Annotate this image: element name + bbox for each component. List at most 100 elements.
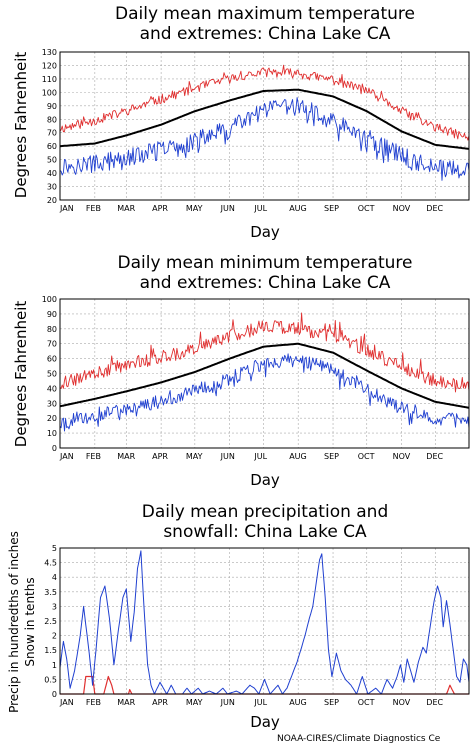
- record-low-series: [59, 97, 470, 181]
- x-tick-label: OCT: [358, 452, 375, 461]
- x-tick-label: NOV: [393, 698, 411, 707]
- x-tick-label: JUN: [220, 452, 235, 461]
- y-tick-label: 60: [47, 355, 57, 364]
- x-tick-label: NOV: [393, 452, 411, 461]
- y-tick-label: 3: [52, 602, 57, 611]
- y-tick-label: 4.5: [44, 559, 57, 568]
- x-tick-label: MAR: [117, 204, 135, 213]
- grid-lines: [60, 51, 469, 201]
- x-tick-label: MAR: [117, 698, 135, 707]
- record-high-series: [59, 312, 470, 393]
- grid-lines: [60, 547, 469, 695]
- y-tick-label: 50: [47, 370, 57, 379]
- x-tick-label: FEB: [86, 698, 101, 707]
- y-tick-label: 120: [42, 61, 57, 70]
- x-tick-label: AUG: [289, 452, 307, 461]
- x-tick-label: MAY: [186, 452, 203, 461]
- chart-title-line1: Daily mean precipitation and: [142, 502, 389, 522]
- y-tick-label: 90: [47, 102, 57, 111]
- x-tick-label: MAY: [186, 204, 203, 213]
- x-tick-label: MAR: [117, 452, 135, 461]
- y-tick-label: 40: [47, 169, 57, 178]
- max-temperature-panel: Daily mean maximum temperature and extre…: [12, 4, 470, 241]
- chart-title-line2: and extremes: China Lake CA: [140, 273, 391, 293]
- x-axis-label: Day: [250, 471, 280, 489]
- y-axis-label: Degrees Fahrenheit: [12, 52, 30, 199]
- x-tick-label: JAN: [59, 698, 74, 707]
- plot-frame: [59, 547, 470, 695]
- x-tick-label: SEP: [324, 698, 339, 707]
- x-tick-label: JUL: [253, 698, 267, 707]
- y-tick-label: 60: [47, 142, 57, 151]
- x-tick-label: JUN: [220, 204, 235, 213]
- x-tick-label: NOV: [393, 204, 411, 213]
- x-axis-label: Day: [250, 713, 280, 731]
- y-tick-label: 3.5: [44, 588, 57, 597]
- precipitation-panel: Daily mean precipitation and snowfall: C…: [7, 502, 470, 731]
- y-axis-label-line2: Snow in tenths: [23, 577, 37, 666]
- y-axis-label-line1: Precip in hundredths of inches: [7, 531, 21, 713]
- x-tick-label: SEP: [324, 452, 339, 461]
- credit-text: NOAA-CIRES/Climate Diagnostics Ce: [277, 734, 441, 744]
- record-low-series: [59, 353, 470, 432]
- y-tick-labels: 20 30 40 50 60 70 80 90 100 110 120 130: [42, 48, 57, 205]
- x-tick-labels: JAN FEB MAR APR MAY JUN JUL AUG SEP OCT NOV DEC: [59, 204, 444, 213]
- y-tick-labels: 0 10 20 30 40 50 60 70 80 90 100: [42, 295, 57, 453]
- x-tick-label: JAN: [59, 204, 74, 213]
- y-tick-label: 130: [42, 48, 57, 57]
- x-tick-label: OCT: [358, 204, 375, 213]
- daily-mean-series: [59, 342, 470, 409]
- y-tick-label: 0.5: [44, 675, 57, 684]
- y-tick-label: 20: [47, 414, 57, 423]
- chart-title-line2: snowfall: China Lake CA: [163, 522, 367, 542]
- y-tick-label: 0: [52, 444, 57, 453]
- x-tick-label: APR: [152, 452, 168, 461]
- y-axis-label: Degrees Fahrenheit: [12, 301, 30, 448]
- y-tick-label: 70: [47, 340, 57, 349]
- x-tick-label: DEC: [426, 698, 443, 707]
- y-tick-label: 2.5: [44, 617, 57, 626]
- x-axis-label: Day: [250, 223, 280, 241]
- y-tick-label: 1: [52, 661, 57, 670]
- y-tick-label: 30: [47, 399, 57, 408]
- y-tick-label: 5: [52, 544, 57, 553]
- x-tick-label: MAY: [186, 698, 203, 707]
- x-tick-label: FEB: [86, 204, 101, 213]
- precipitation-series: [59, 550, 470, 695]
- x-tick-label: AUG: [289, 698, 307, 707]
- y-tick-label: 80: [47, 325, 57, 334]
- x-tick-label: APR: [152, 204, 168, 213]
- y-tick-label: 0: [52, 690, 57, 699]
- x-tick-label: DEC: [426, 204, 443, 213]
- y-tick-label: 10: [47, 429, 57, 438]
- min-temperature-panel: Daily mean minimum temperature and extre…: [12, 253, 470, 489]
- x-tick-label: JUN: [220, 698, 235, 707]
- y-tick-label: 90: [47, 310, 57, 319]
- y-tick-label: 4: [52, 573, 57, 582]
- y-tick-label: 50: [47, 156, 57, 165]
- y-tick-label: 110: [42, 75, 57, 84]
- daily-mean-series: [59, 88, 470, 150]
- x-tick-label: JUL: [253, 204, 267, 213]
- y-tick-label: 1.5: [44, 646, 57, 655]
- plot-frame: [59, 298, 470, 449]
- y-tick-label: 70: [47, 129, 57, 138]
- x-tick-label: AUG: [289, 204, 307, 213]
- x-tick-label: OCT: [358, 698, 375, 707]
- x-tick-labels: JAN FEB MAR APR MAY JUN JUL AUG SEP OCT NOV DEC: [59, 698, 444, 707]
- chart-title-line2: and extremes: China Lake CA: [140, 24, 391, 44]
- x-tick-label: JAN: [59, 452, 74, 461]
- series-lines: [59, 550, 470, 695]
- x-tick-label: APR: [152, 698, 168, 707]
- y-tick-label: 80: [47, 115, 57, 124]
- series-lines: [59, 312, 470, 432]
- chart-title-line1: Daily mean minimum temperature: [118, 253, 413, 273]
- y-tick-label: 40: [47, 384, 57, 393]
- record-high-series: [59, 64, 470, 141]
- x-tick-label: FEB: [86, 452, 101, 461]
- y-tick-label: 30: [47, 183, 57, 192]
- series-lines: [59, 64, 470, 181]
- chart-title-line1: Daily mean maximum temperature: [115, 4, 415, 24]
- y-tick-label: 100: [42, 88, 57, 97]
- x-tick-label: SEP: [324, 204, 339, 213]
